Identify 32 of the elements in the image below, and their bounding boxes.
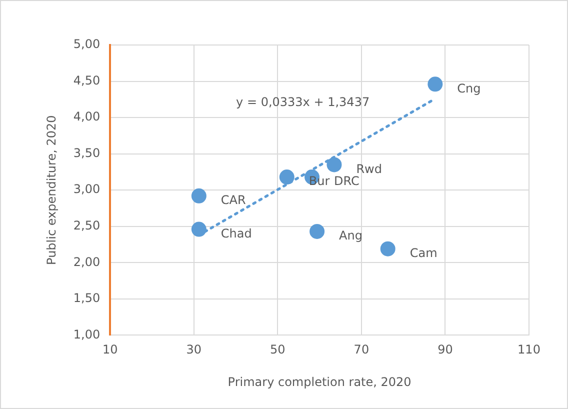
point	[191, 222, 206, 237]
x-tick-label: 70	[354, 342, 370, 357]
series-label: Rwd	[356, 162, 382, 176]
point	[428, 76, 443, 92]
y-tick-label: 2,50	[73, 218, 100, 232]
y-tick-label: 3,00	[73, 182, 100, 196]
y-tick-label: 4,00	[73, 110, 100, 124]
x-tick-label: 110	[518, 342, 540, 357]
x-axis-title: Primary completion rate, 2020	[228, 374, 412, 389]
series-label: Cng	[457, 81, 481, 96]
y-tick-label: 1,00	[73, 327, 100, 342]
point	[310, 224, 325, 239]
annotation: y = 0,0333x + 1,3437	[236, 95, 370, 110]
series-label: CAR	[220, 193, 246, 208]
x-tick-label: 90	[438, 342, 453, 357]
series-label: Chad	[220, 226, 252, 240]
y-tick-label: 4,50	[73, 73, 100, 88]
point	[191, 188, 206, 204]
x-tick-label: 10	[102, 342, 118, 357]
point	[279, 170, 294, 185]
y-tick-label: 5,00	[73, 37, 100, 52]
series-label: Ang	[339, 228, 362, 243]
y-tick-label: 2,00	[73, 254, 100, 269]
point	[380, 241, 396, 256]
y-tick-label: 1,50	[73, 291, 100, 306]
y-axis-title: Public expenditure, 2020	[44, 115, 58, 265]
point	[326, 157, 342, 172]
series-label: Cam	[410, 246, 438, 260]
y-tick-label: 3,50	[73, 146, 100, 160]
series-label: DRC	[334, 174, 360, 188]
x-tick-label: 30	[186, 342, 202, 357]
x-tick-label: 50	[270, 342, 286, 357]
